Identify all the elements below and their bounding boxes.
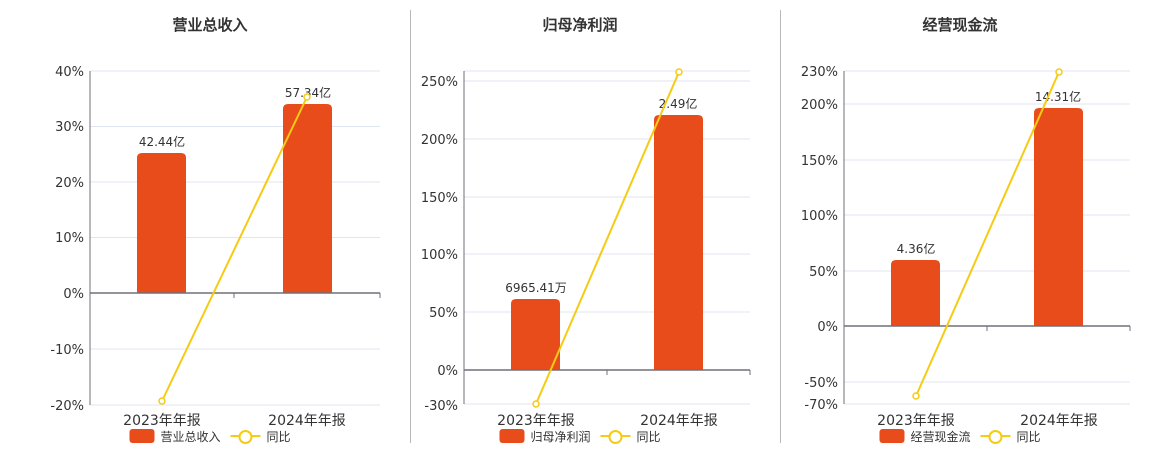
chart-title: 归母净利润 bbox=[542, 16, 618, 34]
svg-text:0%: 0% bbox=[817, 320, 838, 335]
svg-text:100%: 100% bbox=[801, 209, 838, 224]
bar-label: 4.36亿 bbox=[897, 241, 936, 256]
legend-bar-label[interactable]: 经营现金流 bbox=[910, 429, 971, 444]
svg-text:200%: 200% bbox=[421, 133, 458, 148]
svg-text:-70%: -70% bbox=[804, 398, 838, 413]
panel-separator bbox=[780, 10, 781, 443]
svg-text:100%: 100% bbox=[421, 248, 458, 263]
svg-text:-30%: -30% bbox=[424, 399, 458, 414]
bar-label: 2.49亿 bbox=[659, 96, 698, 111]
bar-2023 bbox=[891, 260, 940, 326]
chart-title: 营业总收入 bbox=[172, 16, 248, 34]
bar-2023 bbox=[137, 153, 186, 293]
bar-2024 bbox=[283, 104, 332, 293]
yoy-point bbox=[303, 93, 311, 101]
bar-label: 42.44亿 bbox=[139, 134, 185, 149]
legend-line-label[interactable]: 同比 bbox=[636, 429, 661, 444]
x-axis-label: 2023年年报 bbox=[497, 413, 575, 429]
yoy-point bbox=[532, 400, 540, 408]
svg-text:10%: 10% bbox=[55, 231, 84, 246]
yoy-line bbox=[535, 71, 680, 405]
yoy-point bbox=[912, 392, 920, 400]
svg-text:-50%: -50% bbox=[804, 376, 838, 391]
legend-bar-label[interactable]: 营业总收入 bbox=[160, 429, 221, 444]
svg-text:-20%: -20% bbox=[50, 399, 84, 414]
legend: 营业总收入 同比 bbox=[129, 427, 291, 445]
svg-text:40%: 40% bbox=[55, 65, 84, 80]
x-axis-label: 2023年年报 bbox=[877, 413, 955, 429]
legend-line-swatch[interactable] bbox=[230, 429, 261, 444]
bar-2024 bbox=[1034, 108, 1083, 326]
legend-line-swatch[interactable] bbox=[600, 429, 631, 444]
legend-bar-swatch[interactable] bbox=[499, 429, 525, 443]
svg-text:50%: 50% bbox=[809, 265, 838, 280]
yoy-line bbox=[161, 96, 308, 402]
legend-bar-swatch[interactable] bbox=[879, 429, 905, 443]
bar-2023 bbox=[511, 299, 560, 370]
svg-text:150%: 150% bbox=[421, 191, 458, 206]
x-axis-label: 2024年年报 bbox=[640, 413, 718, 429]
svg-text:230%: 230% bbox=[801, 65, 838, 80]
bar-label: 14.31亿 bbox=[1035, 89, 1081, 104]
y-axis-labels: 40% 30% 20% 10% 0% -10% -20% bbox=[50, 65, 84, 414]
panel-separator bbox=[410, 10, 411, 443]
yoy-point bbox=[158, 397, 166, 405]
x-axis-label: 2024年年报 bbox=[268, 413, 346, 429]
svg-text:30%: 30% bbox=[55, 120, 84, 135]
legend-line-swatch[interactable] bbox=[980, 429, 1011, 444]
legend: 经营现金流 同比 bbox=[879, 427, 1041, 445]
legend-line-label[interactable]: 同比 bbox=[1016, 429, 1041, 444]
bar-2024 bbox=[654, 115, 703, 370]
svg-text:50%: 50% bbox=[429, 306, 458, 321]
yoy-point bbox=[675, 68, 683, 76]
svg-text:20%: 20% bbox=[55, 176, 84, 191]
svg-text:200%: 200% bbox=[801, 98, 838, 113]
svg-text:-10%: -10% bbox=[50, 343, 84, 358]
y-axis-labels: 230% 200% 150% 100% 50% 0% -50% -70% bbox=[801, 65, 838, 413]
y-axis-labels: 250% 200% 150% 100% 50% 0% -30% bbox=[421, 75, 458, 414]
svg-text:0%: 0% bbox=[437, 364, 458, 379]
x-axis-label: 2024年年报 bbox=[1020, 413, 1098, 429]
svg-text:0%: 0% bbox=[63, 287, 84, 302]
legend-bar-swatch[interactable] bbox=[129, 429, 155, 443]
chart-title: 经营现金流 bbox=[922, 16, 998, 34]
svg-text:250%: 250% bbox=[421, 75, 458, 90]
bar-label: 6965.41万 bbox=[505, 281, 567, 295]
x-axis-label: 2023年年报 bbox=[123, 413, 201, 429]
legend-line-label[interactable]: 同比 bbox=[266, 429, 291, 444]
yoy-point bbox=[1055, 68, 1063, 76]
legend: 归母净利润 同比 bbox=[499, 427, 661, 445]
bar-label: 57.34亿 bbox=[285, 85, 331, 100]
yoy-line bbox=[915, 71, 1060, 397]
legend-bar-label[interactable]: 归母净利润 bbox=[530, 429, 591, 444]
svg-text:150%: 150% bbox=[801, 154, 838, 169]
